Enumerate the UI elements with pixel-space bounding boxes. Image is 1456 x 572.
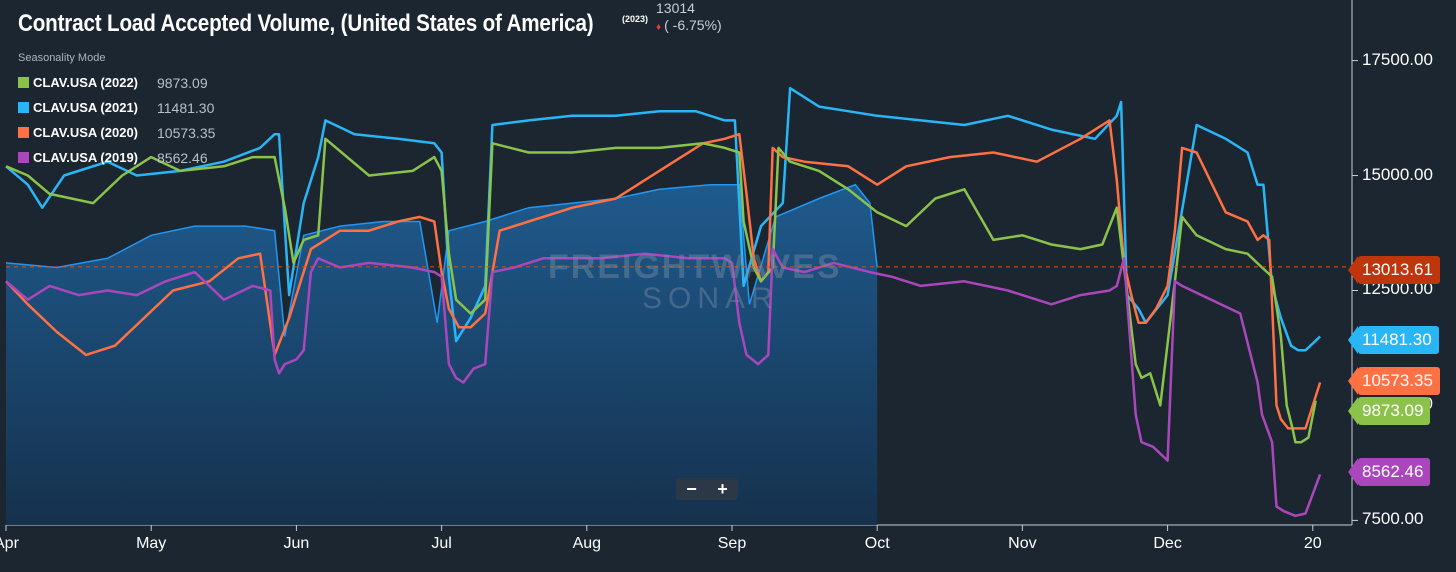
zoom-in-button[interactable]: + [717,478,728,499]
chart-title: Contract Load Accepted Volume, (United S… [18,10,594,37]
legend-label: CLAV.USA (2021) [33,100,138,115]
watermark-subtitle: SONAR [642,282,779,315]
legend-item-2020[interactable]: CLAV.USA (2020) 10573.35 [18,120,215,145]
series-line-2020 [5,119,1322,430]
x-tick-label: Jul [431,535,452,552]
legend-item-2022[interactable]: CLAV.USA (2022) 9873.09 [18,70,215,95]
series-line-2019 [5,247,1322,518]
legend-item-2021[interactable]: CLAV.USA (2021) 11481.30 [18,95,215,120]
current-value-block: 13014 ♦( -6.75%) [656,0,722,36]
series-line-2022 [5,137,1317,444]
legend-label: CLAV.USA (2022) [33,75,138,90]
value-tag-2021: 11481.30 [1348,326,1439,354]
legend-swatch [18,77,29,88]
legend-mode-label: Seasonality Mode [18,52,106,64]
x-tick-label: 20 [1303,535,1322,552]
x-tick-label: Nov [1008,535,1037,552]
y-tick-label: 17500.00 [1362,49,1433,69]
legend-swatch [18,152,29,163]
value-tag-2020: 10573.35 [1348,367,1440,395]
legend-swatch [18,102,29,113]
y-tick-label: 15000.00 [1362,164,1433,184]
legend-swatch [18,127,29,138]
current-value-tag: 13013.61 [1348,256,1440,284]
x-tick-label: Sep [717,535,747,552]
down-arrow-icon: ♦ [656,22,662,33]
x-tick-label: Dec [1153,535,1182,552]
legend-value: 10573.35 [157,124,216,141]
chart-header: Contract Load Accepted Volume, (United S… [18,10,687,38]
y-tick-label: 12500.00 [1362,279,1433,299]
legend-label: CLAV.USA (2020) [33,125,138,140]
legend-value: 11481.30 [157,99,215,116]
legend: Seasonality Mode CLAV.USA (2022) 9873.09… [18,52,215,170]
x-tick-label: Oct [864,535,890,552]
x-tick-label: May [136,535,167,552]
x-tick-label: Apr [0,535,19,552]
legend-value: 8562.46 [157,149,208,166]
y-tick-label: 7500.00 [1362,509,1424,529]
x-tick-label: Jun [283,535,310,552]
value-tag-2019: 8562.46 [1347,458,1431,486]
zoom-controls: − + [676,478,738,500]
zoom-out-button[interactable]: − [686,478,697,499]
legend-label: CLAV.USA (2019) [33,150,138,165]
percent-change: ( -6.75%) [664,17,722,33]
legend-value: 9873.09 [157,74,208,91]
series-line-2021 [5,86,1321,352]
title-year-badge: (2023) [622,14,649,24]
legend-item-2019[interactable]: CLAV.USA (2019) 8562.46 [18,145,215,170]
value-tag-2022: 9873.09 [1347,397,1431,425]
current-value: 13014 [656,0,695,16]
watermark-logo: FREIGHTWAVES [548,248,842,286]
x-tick-label: Aug [572,535,602,552]
series-line-2023 [5,183,878,337]
